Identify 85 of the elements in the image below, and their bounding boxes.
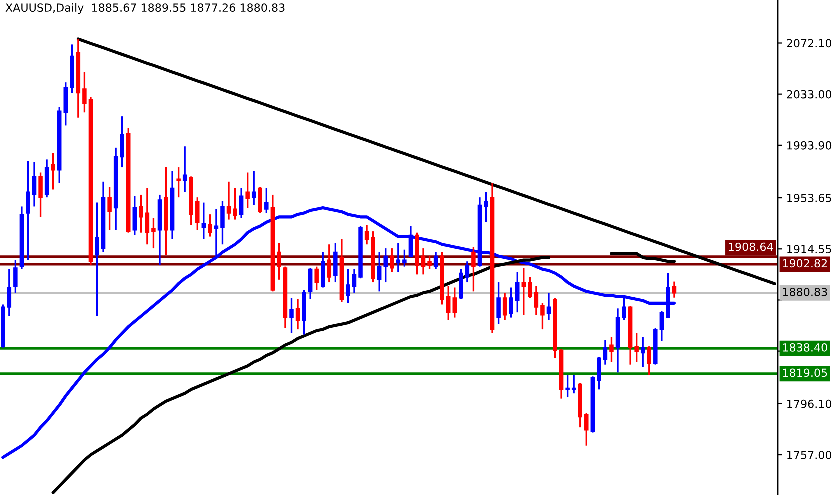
candlestick	[38, 172, 43, 218]
candlestick	[496, 282, 501, 326]
y-tick-label: 1796.10	[788, 400, 832, 408]
candlestick	[7, 268, 12, 318]
candlestick	[622, 297, 626, 322]
candlestick	[428, 256, 432, 270]
candlestick	[647, 346, 652, 376]
candlestick	[258, 186, 263, 214]
candlestick	[472, 246, 476, 293]
candlestick	[640, 336, 646, 368]
candlestick	[522, 267, 526, 316]
candlestick	[264, 188, 269, 214]
candlestick	[208, 214, 212, 238]
candlestick	[334, 242, 338, 284]
candlestick	[196, 196, 200, 232]
candlestick	[226, 181, 232, 221]
chart-title: XAUUSD,Daily 1885.67 1889.55 1877.26 1880.83	[6, 3, 285, 14]
candlestick	[515, 271, 520, 314]
candlestick	[108, 186, 112, 232]
candlestick	[452, 286, 458, 319]
candlestick	[465, 260, 470, 284]
candlestick	[672, 280, 677, 299]
candlestick	[290, 297, 294, 334]
candlestick	[610, 336, 614, 364]
candlestick	[277, 242, 282, 281]
candlestick	[546, 292, 552, 322]
candlestick	[396, 242, 401, 273]
y-tick-label: 2033.00	[787, 90, 832, 99]
candlestick	[32, 161, 37, 208]
candlestick	[296, 298, 300, 330]
candlestick	[584, 412, 589, 447]
candlestick	[139, 194, 144, 234]
candlestick	[202, 202, 206, 240]
candlestick	[327, 244, 332, 284]
candlestick	[528, 276, 532, 300]
candlestick	[152, 218, 156, 250]
line-series	[2, 206, 676, 460]
y-tick-label: 1993.90	[788, 141, 832, 150]
candlestick	[484, 192, 488, 224]
candlestick	[14, 259, 18, 294]
ref-line-label: 1902.82	[783, 259, 827, 268]
candlestick	[182, 146, 188, 194]
candlestick	[502, 292, 508, 322]
candlestick	[534, 286, 539, 316]
candlestick	[408, 225, 414, 259]
y-tick-label: 1757.00	[788, 450, 832, 460]
candlestick	[145, 188, 150, 246]
candlestick	[352, 268, 357, 294]
ref-line-label: 1880.83	[783, 288, 828, 296]
candlestick	[233, 188, 238, 221]
candlestick	[402, 249, 407, 268]
candlestick	[384, 248, 388, 284]
candlestick	[220, 200, 225, 246]
candlestick	[82, 71, 87, 114]
candlestick	[566, 374, 570, 398]
candlestick	[132, 195, 138, 236]
ref-line-label: 1819.05	[783, 368, 828, 378]
y-tick-label: 1914.55	[788, 245, 832, 254]
y-tick-label: 1953.65	[788, 194, 832, 202]
candlestick	[421, 248, 426, 276]
candlestick	[434, 252, 438, 270]
ref-line-label: 1838.40	[783, 343, 828, 352]
candlestick	[603, 339, 608, 366]
candlestick	[390, 248, 394, 273]
candlestick	[540, 302, 545, 330]
candlestick	[308, 267, 313, 300]
candlestick	[660, 310, 664, 342]
candlestick	[346, 268, 350, 304]
candlestick	[252, 170, 256, 206]
ref-line-label: 1908.64	[729, 242, 774, 252]
candlestick	[26, 160, 30, 262]
candlestick	[176, 166, 181, 198]
y-tick-label: 2072.10	[787, 39, 832, 48]
candlestick	[95, 202, 100, 318]
candlestick	[314, 266, 319, 292]
candlestick	[634, 332, 639, 364]
candlestick	[446, 286, 451, 322]
candlestick	[239, 188, 244, 220]
candlestick	[509, 286, 514, 319]
candlestick	[364, 224, 370, 246]
candlestick	[246, 172, 250, 209]
candlestick	[120, 116, 124, 168]
candlestick	[597, 356, 602, 391]
candlestick	[51, 152, 56, 191]
candlestick	[377, 252, 382, 293]
